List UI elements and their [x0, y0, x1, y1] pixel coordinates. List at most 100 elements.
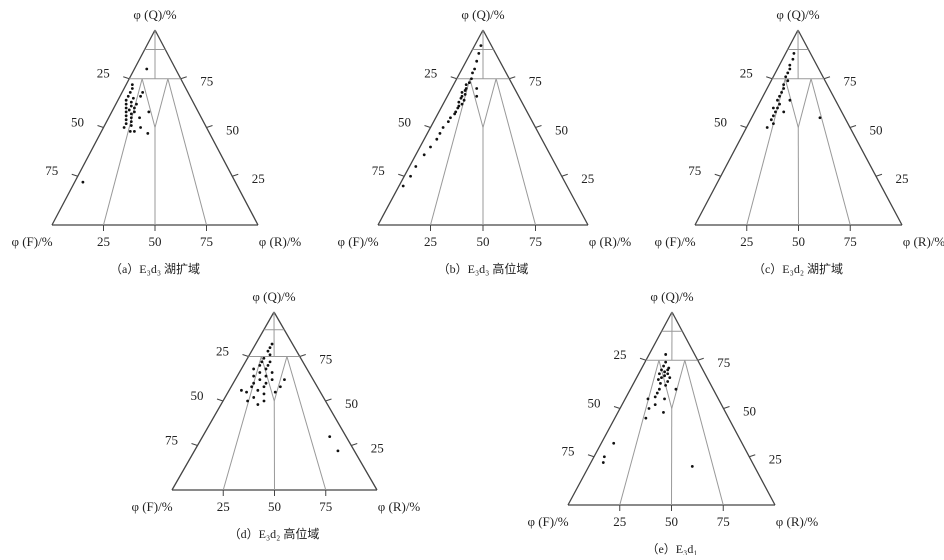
axis-label: φ (R)/% — [589, 234, 632, 249]
data-point — [258, 364, 261, 367]
axis-label: φ (R)/% — [259, 234, 302, 249]
data-point — [252, 396, 255, 399]
data-point — [258, 371, 261, 374]
data-point — [267, 350, 270, 353]
tick-mark — [824, 77, 830, 79]
data-point — [648, 407, 651, 410]
tick-mark — [232, 174, 238, 176]
data-point — [471, 72, 474, 75]
data-point — [660, 376, 663, 379]
field-line — [104, 79, 143, 225]
tick-mark — [425, 126, 431, 128]
right-tick-label: 50 — [555, 122, 568, 137]
data-point — [133, 107, 136, 110]
data-point — [133, 130, 136, 133]
tick-mark — [741, 126, 747, 128]
data-point — [772, 122, 775, 125]
data-point — [766, 126, 769, 129]
axis-label: φ (R)/% — [378, 499, 421, 514]
left-tick-label: 25 — [216, 343, 229, 358]
axis-label: φ (Q)/% — [650, 289, 693, 304]
data-point — [772, 107, 775, 110]
data-point — [130, 116, 133, 119]
field-line — [287, 357, 326, 491]
right-tick-label: 25 — [371, 440, 384, 455]
data-point — [127, 95, 130, 98]
data-point — [449, 116, 452, 119]
left-tick-label: 75 — [372, 163, 385, 178]
data-point — [130, 120, 133, 123]
left-tick-label: 75 — [165, 432, 178, 447]
data-point — [659, 382, 662, 385]
left-tick-label: 25 — [614, 347, 627, 362]
data-point — [271, 371, 274, 374]
data-point — [245, 391, 248, 394]
data-point — [602, 461, 605, 464]
data-point — [269, 346, 272, 349]
data-point — [256, 403, 259, 406]
left-tick-label: 50 — [714, 114, 727, 129]
data-point — [780, 91, 783, 94]
data-point — [139, 95, 142, 98]
field-line — [672, 360, 685, 408]
tick-mark — [749, 455, 755, 457]
axis-label: φ (Q)/% — [252, 289, 295, 304]
data-point — [146, 132, 149, 135]
data-point — [145, 68, 148, 71]
data-point — [125, 118, 128, 121]
data-point — [141, 91, 144, 94]
tick-mark — [451, 77, 457, 79]
data-point — [130, 124, 133, 127]
data-point — [784, 75, 787, 78]
tick-mark — [98, 126, 104, 128]
data-point — [260, 360, 263, 363]
field-line — [496, 79, 535, 225]
left-tick-label: 25 — [740, 66, 753, 81]
data-point — [477, 52, 480, 55]
axis-label: φ (F)/% — [337, 234, 378, 249]
data-point — [782, 111, 785, 114]
data-point — [269, 353, 272, 356]
data-point — [246, 400, 249, 403]
left-tick-label: 75 — [562, 444, 575, 459]
data-point — [131, 87, 134, 90]
data-point — [664, 384, 667, 387]
data-point — [675, 388, 678, 391]
tick-mark — [123, 77, 129, 79]
data-point — [664, 361, 667, 364]
data-point — [147, 111, 150, 114]
base-tick-label: 75 — [529, 234, 542, 249]
caption: （c）E₃d₂ 湖扩域 — [753, 261, 843, 276]
left-tick-label: 50 — [588, 395, 601, 410]
data-point — [463, 99, 466, 102]
field-line — [155, 79, 168, 128]
data-point — [792, 58, 795, 61]
tick-mark — [72, 174, 78, 176]
data-point — [256, 389, 259, 392]
base-tick-label: 25 — [613, 514, 626, 529]
field-line — [685, 360, 723, 505]
tick-mark — [715, 174, 721, 176]
data-point — [657, 378, 660, 381]
axis-label: φ (F)/% — [131, 499, 172, 514]
tick-mark — [398, 174, 404, 176]
right-tick-label: 25 — [581, 171, 594, 186]
left-tick-label: 50 — [398, 114, 411, 129]
data-point — [662, 365, 665, 368]
axis-label: φ (Q)/% — [133, 7, 176, 22]
data-point — [663, 370, 666, 373]
caption: （b）E₃d₃ 高位域 — [438, 261, 529, 276]
axis-label: φ (F)/% — [11, 234, 52, 249]
field-line — [168, 79, 207, 225]
data-point — [782, 87, 785, 90]
data-point — [274, 391, 277, 394]
data-point — [603, 455, 606, 458]
data-point — [252, 382, 255, 385]
field-line — [747, 79, 785, 225]
right-tick-label: 25 — [769, 452, 782, 467]
data-point — [267, 364, 270, 367]
data-point — [133, 111, 136, 114]
